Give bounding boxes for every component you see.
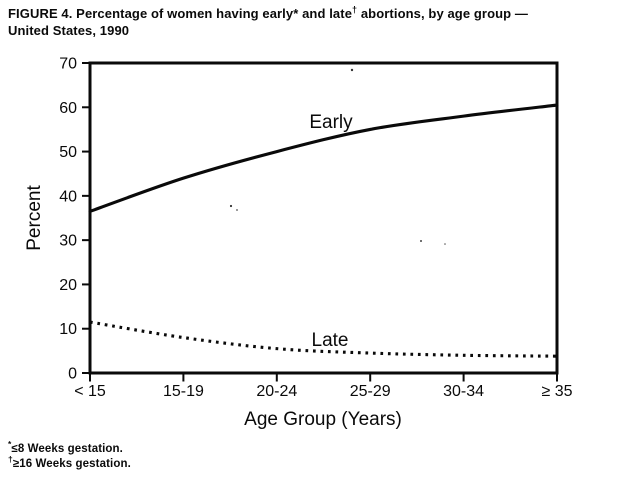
x-tick-label: 25-29	[350, 383, 391, 400]
dagger-superscript: †	[352, 4, 358, 15]
x-tick-label: 30-34	[443, 383, 484, 400]
y-axis-title: Percent	[24, 185, 45, 251]
footnote-early-text: ≤8 Weeks gestation.	[11, 443, 123, 455]
scan-speck	[350, 68, 354, 72]
scan-speck	[420, 240, 422, 242]
late-series-label: Late	[312, 330, 349, 351]
scan-speck	[236, 209, 238, 211]
figure-title: FIGURE 4. Percentage of women having ear…	[8, 5, 624, 39]
scan-speck	[444, 243, 446, 245]
x-tick-label: ≥ 35	[541, 383, 572, 400]
footnote-early-marker: *	[8, 439, 12, 450]
footnote-late: †≥16 Weeks gestation.	[8, 454, 131, 472]
y-tick-label: 60	[59, 100, 77, 117]
y-tick-label: 50	[59, 144, 77, 161]
figure-title-text: FIGURE 4. Percentage of women having ear…	[8, 6, 353, 21]
y-tick-label: 0	[68, 366, 77, 383]
late-line-path	[89, 320, 558, 358]
y-tick-label: 70	[59, 56, 77, 73]
early-series-label: Early	[309, 112, 353, 133]
y-tick-label: 20	[59, 277, 77, 294]
x-tick-label: 15-19	[163, 383, 204, 400]
figure-title-line2: United States, 1990	[8, 23, 130, 38]
footnotes: *≤8 Weeks gestation. †≥16 Weeks gestatio…	[8, 439, 131, 472]
scan-speck	[229, 204, 233, 208]
y-tick-label: 30	[59, 233, 77, 250]
figure-title-text-cont: abortions, by age group —	[357, 6, 529, 21]
x-axis: < 15 15-19 20-24 25-29 30-34 ≥ 35	[74, 374, 573, 400]
plot-border	[88, 61, 559, 375]
x-axis-title: Age Group (Years)	[244, 409, 402, 430]
footnote-early: *≤8 Weeks gestation.	[8, 439, 131, 457]
footnote-late-text: ≥16 Weeks gestation.	[12, 458, 131, 470]
early-line-path	[88, 103, 559, 213]
y-axis: 0 10 20 30 40 50 60 70	[59, 56, 89, 383]
series-lines	[88, 103, 559, 358]
footnote-late-marker: †	[8, 454, 13, 465]
y-tick-label: 40	[59, 188, 77, 205]
y-tick-label: 10	[59, 321, 77, 338]
x-tick-label: < 15	[74, 383, 106, 400]
x-tick-label: 20-24	[256, 383, 297, 400]
